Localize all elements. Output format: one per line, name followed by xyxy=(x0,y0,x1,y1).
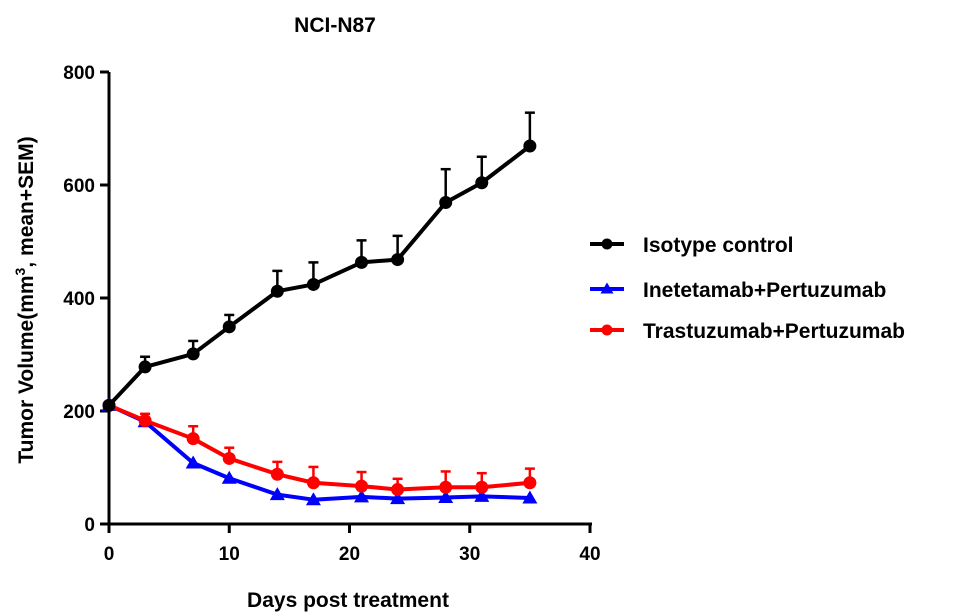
data-point-circle xyxy=(601,324,613,336)
data-point-triangle xyxy=(185,455,201,469)
x-tick-label: 20 xyxy=(339,544,360,565)
y-tick-label: 0 xyxy=(84,515,95,536)
data-point-circle xyxy=(186,347,200,361)
data-point-triangle xyxy=(438,489,454,503)
data-point-triangle xyxy=(221,470,237,484)
legend-item: Inetetamab+Pertuzumab xyxy=(590,279,886,302)
data-point-circle xyxy=(523,476,537,490)
data-point-circle xyxy=(270,467,284,481)
series-2 xyxy=(102,398,537,497)
data-point-circle xyxy=(222,451,236,465)
data-point-circle xyxy=(439,196,453,210)
data-point-circle xyxy=(391,483,405,497)
data-point-circle xyxy=(355,255,369,269)
data-point-triangle xyxy=(474,488,490,502)
series-0 xyxy=(102,111,537,412)
data-point-triangle xyxy=(600,282,614,294)
series-line xyxy=(107,144,532,407)
data-point-circle xyxy=(102,398,116,412)
data-point-circle xyxy=(475,480,489,494)
data-point-triangle xyxy=(522,490,538,504)
data-point-circle xyxy=(138,360,152,374)
y-axis-label-main: Tumor Volume(mm xyxy=(15,275,38,463)
legend: Isotype control Inetetamab+Pertuzumab Tras… xyxy=(590,234,905,343)
data-point-triangle xyxy=(354,489,370,503)
data-point-circle xyxy=(138,414,152,428)
y-axis-label: Tumor Volume(mm3, mean+SEM) xyxy=(12,136,38,463)
legend-item: Trastuzumab+Pertuzumab xyxy=(590,320,905,343)
data-point-circle xyxy=(186,432,200,446)
y-tick-label: 400 xyxy=(63,289,95,310)
x-tick-label: 30 xyxy=(459,544,480,565)
y-axis-label-sup: 3 xyxy=(12,267,28,275)
data-point-circle xyxy=(306,476,320,490)
data-point-circle xyxy=(306,277,320,291)
y-tick-label: 600 xyxy=(63,176,95,197)
data-point-circle xyxy=(222,320,236,334)
x-tick-label: 0 xyxy=(104,544,115,565)
y-tick-label: 800 xyxy=(63,63,95,84)
x-axis-label: Days post treatment xyxy=(247,589,449,612)
data-point-circle xyxy=(270,284,284,298)
data-point-circle xyxy=(523,139,537,153)
legend-label: Isotype control xyxy=(643,234,794,257)
legend-label: Trastuzumab+Pertuzumab xyxy=(643,320,905,343)
data-point-circle xyxy=(391,253,405,267)
chart-title: NCI-N87 xyxy=(294,14,376,37)
data-point-triangle xyxy=(305,492,321,506)
data-point-circle xyxy=(355,479,369,493)
legend-item: Isotype control xyxy=(590,234,794,257)
data-point-circle xyxy=(439,480,453,494)
data-point-triangle xyxy=(269,487,285,501)
data-point-circle xyxy=(475,176,489,190)
x-tick-label: 10 xyxy=(219,544,240,565)
x-tick-label: 40 xyxy=(579,544,600,565)
y-axis-label-tail: , mean+SEM) xyxy=(15,136,38,267)
data-point-circle xyxy=(601,238,613,250)
legend-label: Inetetamab+Pertuzumab xyxy=(643,279,886,302)
y-tick-label: 200 xyxy=(63,402,95,423)
data-point-triangle xyxy=(390,491,406,505)
